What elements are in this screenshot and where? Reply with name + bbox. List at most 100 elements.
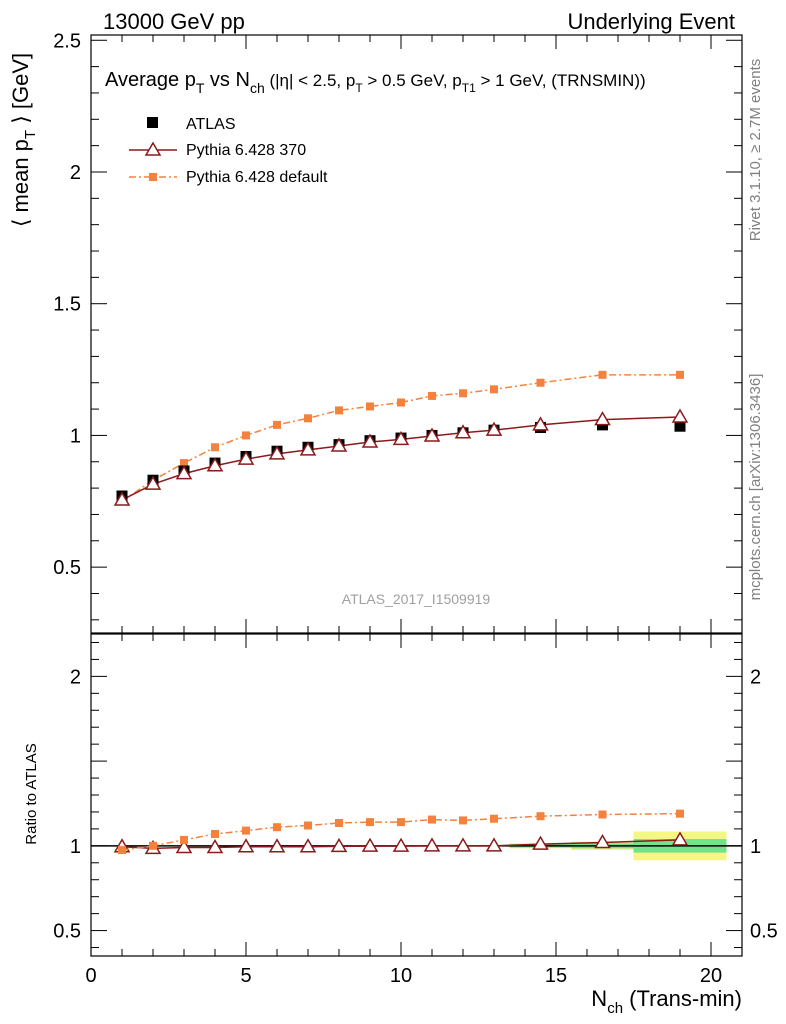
- data-point-pythia-370: [299, 441, 317, 456]
- plot-title: Average pT vs Nch (|η| < 2.5, pT > 0.5 G…: [105, 69, 646, 96]
- process-label: Underlying Event: [567, 9, 735, 34]
- data-point-pythia-default: [676, 809, 684, 818]
- data-point-pythia-default: [598, 370, 607, 379]
- y-tick-label: 2.5: [53, 30, 81, 52]
- data-point-pythia-default: [335, 406, 343, 415]
- y-tick-label: 1.5: [53, 294, 81, 316]
- data-point-pythia-default: [397, 398, 405, 407]
- data-point-atlas: [674, 420, 686, 432]
- y-tick-label: 2: [70, 666, 81, 688]
- legend-pythia-default-marker: [149, 173, 157, 181]
- data-point-pythia-370: [299, 838, 317, 853]
- series-line: [121, 812, 681, 851]
- data-point-pythia-370: [485, 837, 503, 852]
- x-tick-label: 5: [240, 965, 251, 987]
- data-point-pythia-default: [304, 821, 312, 830]
- data-point-pythia-370: [532, 835, 549, 850]
- ratio-axis-ticks: 0.5 0.51 12 20 5 10 15 20: [53, 634, 778, 987]
- ratio-y-axis-label: Ratio to ATLAS: [23, 743, 40, 844]
- data-point-pythia-default: [536, 378, 545, 387]
- data-point-pythia-370: [144, 475, 162, 490]
- data-point-pythia-default: [149, 841, 157, 850]
- data-point-pythia-370: [330, 837, 348, 853]
- data-point-pythia-default: [366, 818, 374, 827]
- x-tick-label: 15: [545, 965, 567, 987]
- mcplots-reference-label: mcplots.cern.ch [arXiv:1306.3436]: [747, 374, 764, 601]
- data-point-pythia-370: [237, 838, 255, 853]
- data-point-pythia-default: [335, 818, 343, 827]
- y-tick-label-right: 2: [750, 666, 761, 688]
- y-tick-label-right: 0.5: [750, 921, 778, 943]
- data-point-pythia-370: [671, 408, 689, 423]
- data-point-pythia-default: [459, 389, 467, 398]
- data-point-pythia-default: [118, 846, 126, 855]
- data-point-pythia-370: [268, 838, 286, 853]
- data-point-pythia-default: [676, 370, 684, 379]
- ratio-panel: 0.5 0.51 12 20 5 10 15 20 Ratio to ATLAS Nch (T…: [23, 633, 778, 1017]
- x-tick-label: 0: [85, 965, 96, 987]
- data-point-pythia-default: [273, 420, 281, 429]
- x-tick-label: 20: [700, 965, 722, 987]
- data-point-pythia-default: [180, 835, 188, 844]
- data-point-pythia-370: [594, 411, 611, 426]
- data-point-pythia-default: [366, 402, 374, 411]
- ratio-series-group: [113, 809, 689, 855]
- data-point-pythia-370: [671, 831, 689, 846]
- collision-energy-label: 13000 GeV pp: [103, 9, 245, 34]
- main-series-group: [113, 370, 689, 506]
- data-point-pythia-370: [268, 445, 286, 460]
- legend-atlas-marker: [147, 117, 158, 128]
- x-axis-label: Nch (Trans-min): [591, 986, 742, 1017]
- legend-pythia-default-label: Pythia 6.428 default: [186, 169, 328, 186]
- y-tick-label-right: 1: [750, 836, 761, 858]
- data-point-pythia-default: [428, 391, 436, 400]
- data-point-pythia-370: [454, 837, 472, 852]
- data-point-pythia-370: [175, 465, 193, 480]
- legend-pythia370-marker: [144, 141, 162, 156]
- data-point-pythia-default: [428, 815, 436, 824]
- data-point-pythia-default: [459, 816, 467, 825]
- main-frame: [90, 34, 743, 634]
- data-point-pythia-370: [361, 837, 379, 852]
- data-point-pythia-370: [330, 437, 348, 452]
- data-point-pythia-default: [180, 459, 188, 468]
- series-line: [121, 416, 681, 501]
- y-tick-label: 1: [70, 836, 81, 858]
- data-point-pythia-370: [485, 421, 503, 436]
- y-tick-label: 1: [70, 425, 81, 447]
- main-y-axis-label: ⟨ mean pT ⟩ [GeV]: [8, 53, 39, 227]
- data-point-pythia-370: [113, 491, 131, 506]
- legend: ATLAS Pythia 6.428 370 Pythia 6.428 defa…: [129, 116, 328, 186]
- data-point-pythia-370: [237, 450, 255, 465]
- main-axis-ticks: 0.5 1 1.5 2 2.5: [53, 30, 743, 633]
- data-point-pythia-default: [273, 823, 281, 832]
- data-point-pythia-370: [594, 833, 611, 849]
- data-point-pythia-default: [304, 414, 312, 423]
- data-point-pythia-370: [392, 430, 410, 446]
- analysis-watermark: ATLAS_2017_I1509919: [342, 591, 491, 607]
- data-point-pythia-default: [490, 385, 498, 394]
- data-point-pythia-370: [175, 839, 193, 854]
- data-point-pythia-370: [532, 416, 549, 431]
- rivet-version-label: Rivet 3.1.10, ≥ 2.7M events: [747, 59, 764, 242]
- data-point-pythia-default: [211, 829, 219, 838]
- x-tick-label: 10: [390, 965, 412, 987]
- series-line: [121, 374, 680, 502]
- y-tick-label: 0.5: [53, 921, 81, 943]
- data-point-pythia-370: [206, 457, 224, 472]
- ratio-frame: [90, 633, 743, 957]
- data-point-pythia-370: [423, 427, 441, 442]
- data-point-pythia-default: [242, 826, 250, 835]
- data-point-pythia-default: [536, 812, 545, 821]
- data-point-pythia-370: [454, 424, 472, 439]
- y-tick-label: 0.5: [53, 557, 81, 579]
- legend-atlas-label: ATLAS: [186, 116, 236, 133]
- main-panel: 0.5 1 1.5 2 2.5 ATLAS_2017_I1509919 Average …: [8, 30, 743, 634]
- series-line: [121, 839, 681, 850]
- data-point-pythia-default: [242, 431, 250, 440]
- data-point-pythia-default: [598, 810, 607, 819]
- data-point-pythia-370: [423, 837, 441, 852]
- data-point-pythia-370: [361, 433, 379, 448]
- data-point-pythia-370: [206, 839, 224, 854]
